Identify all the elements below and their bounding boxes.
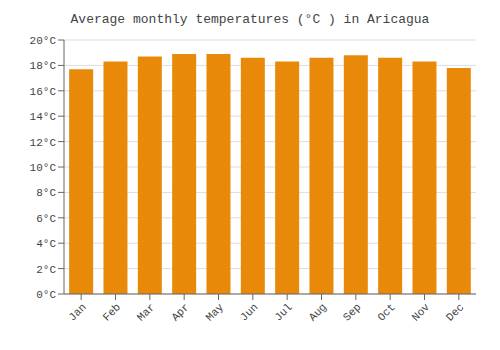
svg-text:Mar: Mar [135, 301, 157, 323]
svg-text:14°C: 14°C [30, 111, 57, 123]
svg-text:0°C: 0°C [36, 289, 56, 301]
svg-text:10°C: 10°C [30, 162, 57, 174]
svg-text:Jun: Jun [238, 301, 260, 323]
svg-text:6°C: 6°C [36, 213, 56, 225]
svg-text:8°C: 8°C [36, 187, 56, 199]
svg-text:16°C: 16°C [30, 86, 57, 98]
svg-text:Aug: Aug [307, 301, 329, 323]
svg-text:Dec: Dec [444, 301, 466, 323]
svg-text:Apr: Apr [169, 301, 191, 323]
svg-text:20°C: 20°C [30, 35, 57, 47]
svg-text:Jan: Jan [66, 301, 88, 323]
html-text:Average monthly temperatures (: Average monthly temperatures (°C ) in Ar… [70, 12, 430, 27]
svg-text:4°C: 4°C [36, 238, 56, 250]
svg-text:Oct: Oct [375, 301, 397, 323]
svg-text:Nov: Nov [410, 301, 433, 324]
svg-text:Jul: Jul [272, 301, 294, 323]
svg-text:Feb: Feb [101, 301, 123, 323]
svg-text:2°C: 2°C [36, 264, 56, 276]
svg-text:Sep: Sep [341, 301, 363, 323]
svg-text:May: May [204, 301, 227, 324]
svg-text:18°C: 18°C [30, 60, 57, 72]
svg-text:12°C: 12°C [30, 137, 57, 149]
